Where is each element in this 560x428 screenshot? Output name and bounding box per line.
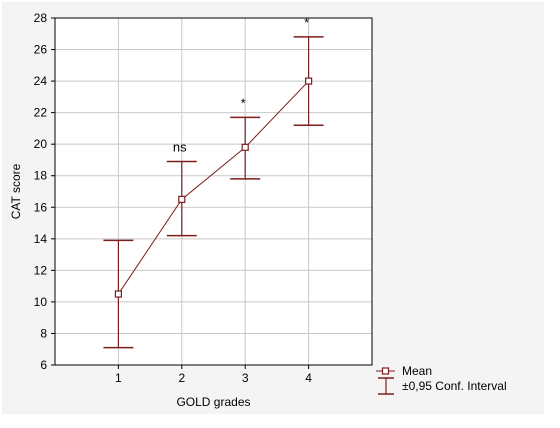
y-tick-label: 14 — [34, 232, 48, 246]
x-tick-label: 1 — [115, 371, 122, 385]
annotation-label: * — [241, 95, 246, 110]
y-tick-label: 6 — [40, 358, 47, 372]
y-tick-label: 24 — [34, 74, 48, 88]
y-tick-label: 28 — [34, 11, 48, 25]
mean-point — [241, 143, 249, 151]
x-tick-label: 4 — [305, 371, 312, 385]
plot-frame — [54, 17, 373, 366]
y-tick-label: 16 — [34, 200, 48, 214]
y-tick-label: 10 — [34, 295, 48, 309]
plot-area — [55, 18, 372, 365]
legend-ci-symbol — [378, 377, 394, 395]
mean-line — [117, 80, 309, 295]
x-tick-label: 2 — [178, 371, 185, 385]
legend: Mean ±0,95 Conf. Interval — [376, 364, 507, 395]
y-tick-label: 12 — [34, 263, 48, 277]
mean-point — [305, 77, 313, 85]
annotation-label: * — [304, 15, 309, 30]
x-axis-title: GOLD grades — [176, 395, 250, 409]
y-tick-label: 18 — [34, 169, 48, 183]
y-tick-label: 8 — [40, 326, 47, 340]
significance-annotations: ns * * — [173, 15, 309, 155]
y-axis-ticks: 6 8 10 12 14 16 18 20 22 24 26 28 — [34, 11, 55, 372]
y-tick-label: 20 — [34, 137, 48, 151]
x-axis-ticks: 1 2 3 4 — [115, 365, 312, 385]
legend-mean-box — [381, 367, 390, 375]
x-tick-label: 3 — [242, 371, 249, 385]
mean-point — [178, 195, 186, 203]
legend-mean-marker — [376, 367, 395, 375]
legend-mean-label: Mean — [402, 364, 432, 378]
legend-ci-label: ±0,95 Conf. Interval — [402, 379, 507, 393]
y-axis-title: CAT score — [9, 163, 23, 219]
y-tick-label: 22 — [34, 106, 48, 120]
series-group — [103, 36, 324, 349]
mean-point — [114, 290, 123, 298]
annotation-label: ns — [173, 140, 187, 155]
y-tick-label: 26 — [34, 43, 48, 57]
